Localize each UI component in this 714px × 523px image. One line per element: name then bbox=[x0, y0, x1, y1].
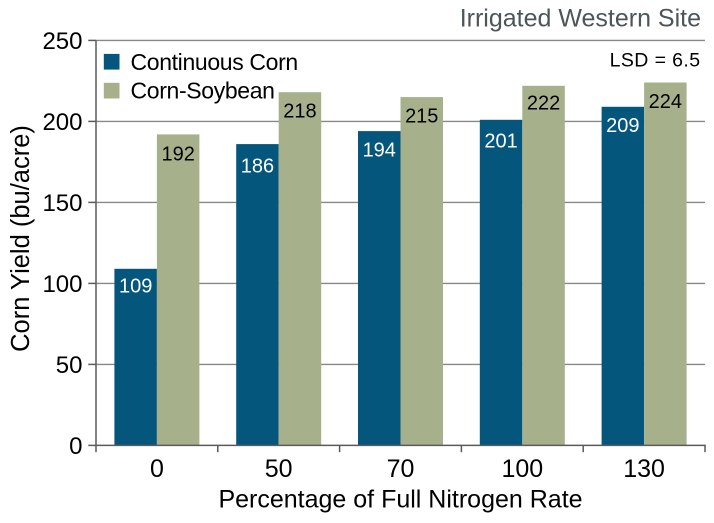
svg-text:218: 218 bbox=[283, 101, 316, 123]
svg-text:130: 130 bbox=[623, 455, 665, 483]
svg-text:Corn Yield (bu/acre): Corn Yield (bu/acre) bbox=[7, 125, 35, 352]
svg-text:109: 109 bbox=[119, 276, 152, 298]
svg-text:Percentage of Full Nitrogen Ra: Percentage of Full Nitrogen Rate bbox=[218, 486, 582, 514]
svg-text:215: 215 bbox=[405, 105, 438, 127]
svg-text:70: 70 bbox=[387, 455, 415, 483]
svg-text:224: 224 bbox=[649, 91, 682, 113]
svg-text:0: 0 bbox=[69, 433, 82, 460]
svg-text:Continuous Corn: Continuous Corn bbox=[131, 49, 298, 75]
svg-text:186: 186 bbox=[241, 156, 274, 178]
svg-text:50: 50 bbox=[56, 352, 83, 379]
svg-text:150: 150 bbox=[42, 190, 82, 217]
svg-text:LSD = 6.5: LSD = 6.5 bbox=[610, 49, 701, 71]
svg-text:50: 50 bbox=[265, 455, 293, 483]
svg-text:222: 222 bbox=[527, 93, 560, 115]
svg-text:200: 200 bbox=[42, 109, 82, 136]
svg-text:Corn-Soybean: Corn-Soybean bbox=[131, 78, 275, 104]
svg-text:100: 100 bbox=[501, 455, 543, 483]
svg-text:0: 0 bbox=[150, 455, 164, 483]
svg-text:192: 192 bbox=[161, 144, 194, 166]
svg-text:209: 209 bbox=[606, 115, 639, 137]
svg-text:100: 100 bbox=[42, 271, 82, 298]
svg-text:194: 194 bbox=[363, 139, 396, 161]
svg-text:Irrigated Western Site: Irrigated Western Site bbox=[460, 5, 701, 33]
svg-text:250: 250 bbox=[42, 28, 82, 55]
svg-text:201: 201 bbox=[484, 130, 517, 152]
